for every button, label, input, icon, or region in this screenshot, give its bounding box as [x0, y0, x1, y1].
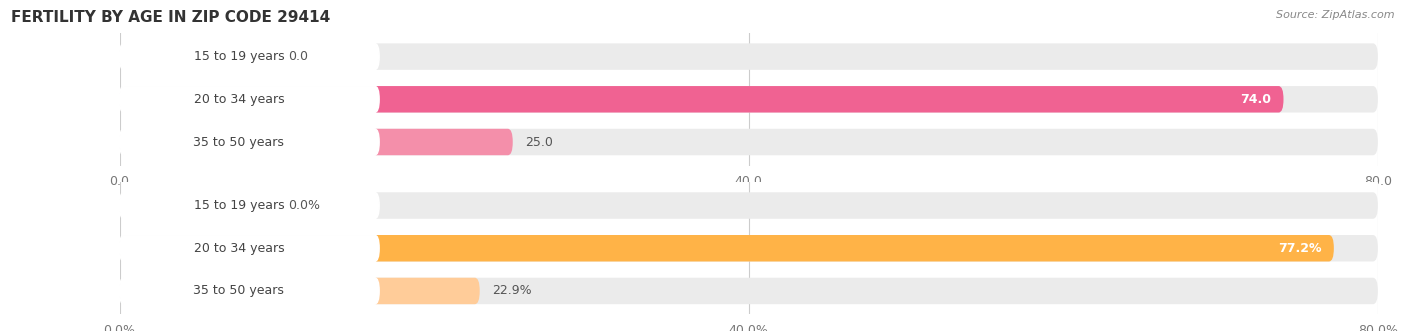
FancyBboxPatch shape: [120, 235, 1334, 261]
FancyBboxPatch shape: [120, 86, 1284, 113]
Text: 0.0%: 0.0%: [288, 199, 319, 212]
FancyBboxPatch shape: [120, 43, 276, 70]
Text: 20 to 34 years: 20 to 34 years: [194, 93, 284, 106]
Text: 22.9%: 22.9%: [492, 284, 531, 298]
FancyBboxPatch shape: [120, 43, 380, 70]
FancyBboxPatch shape: [120, 129, 513, 155]
Text: FERTILITY BY AGE IN ZIP CODE 29414: FERTILITY BY AGE IN ZIP CODE 29414: [11, 10, 330, 25]
Text: 74.0: 74.0: [1240, 93, 1271, 106]
Text: 15 to 19 years: 15 to 19 years: [194, 50, 284, 63]
Text: 77.2%: 77.2%: [1278, 242, 1322, 255]
FancyBboxPatch shape: [120, 192, 380, 219]
FancyBboxPatch shape: [120, 278, 380, 304]
Text: 35 to 50 years: 35 to 50 years: [194, 284, 284, 298]
FancyBboxPatch shape: [120, 278, 1378, 304]
FancyBboxPatch shape: [120, 192, 276, 219]
Text: 0.0: 0.0: [288, 50, 308, 63]
Text: Source: ZipAtlas.com: Source: ZipAtlas.com: [1277, 10, 1395, 20]
Text: 35 to 50 years: 35 to 50 years: [194, 135, 284, 149]
Text: 15 to 19 years: 15 to 19 years: [194, 199, 284, 212]
FancyBboxPatch shape: [120, 129, 1378, 155]
FancyBboxPatch shape: [120, 235, 1378, 261]
FancyBboxPatch shape: [120, 86, 1378, 113]
FancyBboxPatch shape: [120, 86, 380, 113]
FancyBboxPatch shape: [120, 192, 1378, 219]
FancyBboxPatch shape: [120, 235, 380, 261]
Text: 25.0: 25.0: [526, 135, 553, 149]
FancyBboxPatch shape: [120, 278, 479, 304]
FancyBboxPatch shape: [120, 129, 380, 155]
FancyBboxPatch shape: [120, 43, 1378, 70]
Text: 20 to 34 years: 20 to 34 years: [194, 242, 284, 255]
